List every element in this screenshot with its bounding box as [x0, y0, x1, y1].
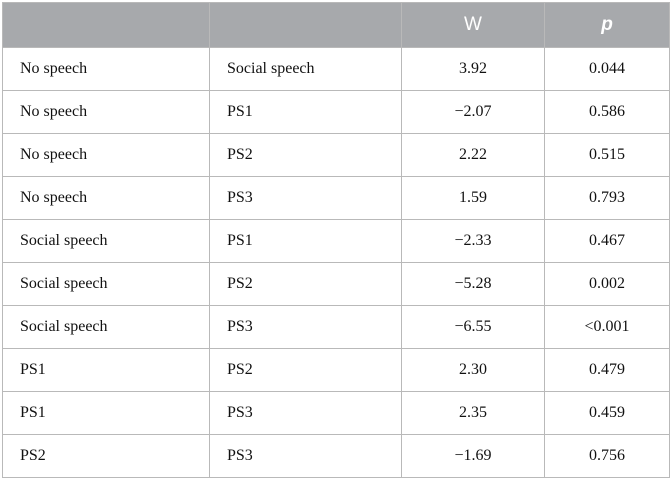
- table-row: PS2 PS3 −1.69 0.756: [2, 434, 670, 478]
- condition-b-cell: PS2: [209, 348, 402, 392]
- table-row: No speech Social speech 3.92 0.044: [2, 47, 670, 91]
- table-row: Social speech PS2 −5.28 0.002: [2, 262, 670, 306]
- condition-b-cell: PS2: [209, 133, 402, 177]
- w-value-cell: 2.35: [401, 391, 545, 435]
- header-condition-a: [2, 2, 210, 48]
- condition-a-cell: Social speech: [2, 262, 210, 306]
- table-row: Social speech PS3 −6.55 <0.001: [2, 305, 670, 349]
- table-header: W p: [2, 2, 670, 48]
- condition-a-cell: PS1: [2, 391, 210, 435]
- w-value-cell: −2.07: [401, 90, 545, 134]
- condition-a-cell: No speech: [2, 47, 210, 91]
- table-row: Social speech PS1 −2.33 0.467: [2, 219, 670, 263]
- p-value-cell: 0.793: [544, 176, 670, 220]
- w-value-cell: −6.55: [401, 305, 545, 349]
- p-value-cell: 0.515: [544, 133, 670, 177]
- condition-b-cell: PS1: [209, 219, 402, 263]
- table-row: PS1 PS2 2.30 0.479: [2, 348, 670, 392]
- p-value-cell: 0.467: [544, 219, 670, 263]
- p-value-cell: 0.479: [544, 348, 670, 392]
- condition-b-cell: PS2: [209, 262, 402, 306]
- header-condition-b: [209, 2, 402, 48]
- w-value-cell: −1.69: [401, 434, 545, 478]
- condition-a-cell: Social speech: [2, 219, 210, 263]
- w-value-cell: 1.59: [401, 176, 545, 220]
- condition-a-cell: No speech: [2, 90, 210, 134]
- p-value-cell: 0.002: [544, 262, 670, 306]
- condition-b-cell: PS1: [209, 90, 402, 134]
- table-body: No speech Social speech 3.92 0.044 No sp…: [2, 47, 670, 478]
- p-value-cell: <0.001: [544, 305, 670, 349]
- p-value-cell: 0.044: [544, 47, 670, 91]
- header-row: W p: [2, 2, 670, 48]
- w-value-cell: −2.33: [401, 219, 545, 263]
- condition-b-cell: PS3: [209, 176, 402, 220]
- table-row: No speech PS2 2.22 0.515: [2, 133, 670, 177]
- w-value-cell: 3.92: [401, 47, 545, 91]
- condition-a-cell: PS2: [2, 434, 210, 478]
- table-row: No speech PS3 1.59 0.793: [2, 176, 670, 220]
- condition-b-cell: Social speech: [209, 47, 402, 91]
- p-value-cell: 0.586: [544, 90, 670, 134]
- w-value-cell: 2.22: [401, 133, 545, 177]
- table-row: PS1 PS3 2.35 0.459: [2, 391, 670, 435]
- header-p-value: p: [544, 2, 670, 48]
- condition-b-cell: PS3: [209, 305, 402, 349]
- table-row: No speech PS1 −2.07 0.586: [2, 90, 670, 134]
- condition-a-cell: No speech: [2, 176, 210, 220]
- condition-a-cell: PS1: [2, 348, 210, 392]
- condition-b-cell: PS3: [209, 391, 402, 435]
- header-w-statistic: W: [401, 2, 545, 48]
- p-value-cell: 0.459: [544, 391, 670, 435]
- condition-b-cell: PS3: [209, 434, 402, 478]
- w-value-cell: −5.28: [401, 262, 545, 306]
- w-value-cell: 2.30: [401, 348, 545, 392]
- condition-a-cell: No speech: [2, 133, 210, 177]
- p-value-cell: 0.756: [544, 434, 670, 478]
- condition-a-cell: Social speech: [2, 305, 210, 349]
